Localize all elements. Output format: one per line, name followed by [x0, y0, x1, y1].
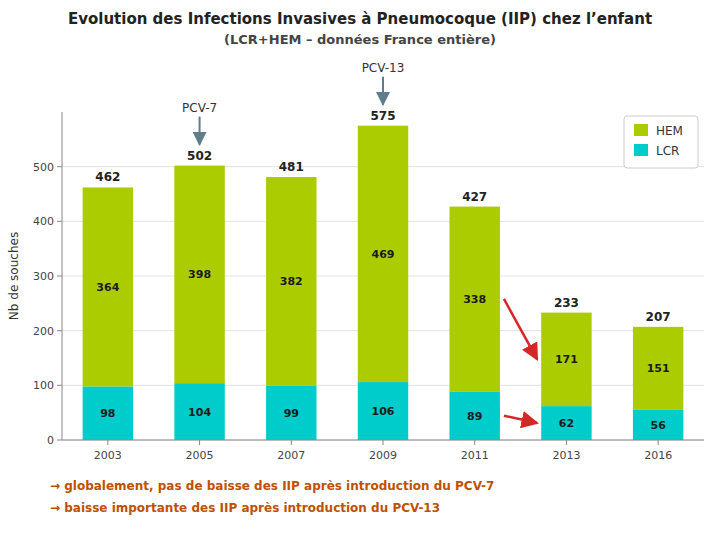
- bar-segment: [174, 166, 224, 384]
- y-axis: 0 100 200 300 400 500 Nb de souches: [7, 112, 62, 447]
- bar-segment: [633, 327, 683, 410]
- decline-arrow: [504, 416, 537, 423]
- x-tick: [383, 440, 384, 445]
- y-tick-label: 0: [47, 434, 54, 447]
- bar-segment: [541, 313, 591, 406]
- y-tick-label: 500: [33, 161, 54, 174]
- y-tick-label: 200: [33, 325, 54, 338]
- bar-segment: [358, 126, 408, 382]
- y-tick: [57, 166, 62, 167]
- annotations: PCV-7 PCV-13: [182, 61, 404, 145]
- page: IIP chez l’enfant html, body { margin: 0…: [0, 0, 720, 540]
- chart-container: Evolution des Infections Invasives à Pne…: [0, 0, 720, 540]
- total-label: 427: [462, 190, 487, 204]
- bars: [83, 126, 684, 440]
- title: Evolution des Infections Invasives à Pne…: [68, 10, 652, 28]
- segment-label: 338: [463, 293, 486, 306]
- y-tick-label: 300: [33, 270, 54, 283]
- legend-box: [624, 116, 698, 168]
- y-tick: [57, 440, 62, 441]
- x-tick-label: 2016: [644, 449, 672, 462]
- legend-label: HEM: [656, 124, 683, 138]
- page-body: {"chart_data": { "type": "bar", "stacked…: [0, 0, 720, 540]
- x-tick: [658, 440, 659, 445]
- footnote: → baisse importante des IIP après introd…: [50, 501, 440, 515]
- total-label: 233: [554, 296, 579, 310]
- bar-segment: [541, 406, 591, 440]
- segment-label: 469: [372, 248, 395, 261]
- bar-segment: [83, 386, 133, 440]
- segment-label: 151: [647, 362, 670, 375]
- legend: HEM LCR: [624, 116, 698, 168]
- segment-label: 89: [467, 410, 482, 423]
- bar-segment: [449, 207, 499, 392]
- segment-label: 56: [650, 419, 666, 432]
- bar-segment: [266, 386, 316, 440]
- subtitle: (LCR+HEM – données France entière): [224, 32, 496, 47]
- legend-swatch: [634, 124, 648, 136]
- segment-label: 104: [188, 406, 211, 419]
- x-tick: [107, 440, 108, 445]
- total-label: 575: [370, 109, 395, 123]
- x-tick-label: 2007: [277, 449, 305, 462]
- x-tick-label: 2005: [186, 449, 214, 462]
- segment-label: 171: [555, 353, 578, 366]
- segment-label: 62: [559, 417, 574, 430]
- annotation-arrow: [382, 77, 384, 105]
- x-tick-label: 2009: [369, 449, 397, 462]
- x-tick: [474, 440, 475, 445]
- decline-arrow: [504, 299, 537, 359]
- x-tick: [566, 440, 567, 445]
- x-axis: 2003 2005 2007 2009 2011 2013 2016: [62, 440, 704, 462]
- annotation-label: PCV-7: [182, 101, 217, 115]
- bar-segment: [266, 177, 316, 386]
- y-axis-line: [62, 112, 63, 440]
- x-tick-label: 2003: [94, 449, 122, 462]
- legend-swatch: [634, 144, 648, 156]
- y-tick-label: 400: [33, 215, 54, 228]
- y-tick: [57, 221, 62, 222]
- bar-segment: [633, 409, 683, 440]
- total-label: 502: [187, 149, 212, 163]
- y-axis-label: Nb de souches: [7, 232, 21, 320]
- x-tick-label: 2013: [552, 449, 580, 462]
- x-tick: [291, 440, 292, 445]
- footnotes: → globalement, pas de baisse des IIP apr…: [50, 479, 494, 515]
- legend-label: LCR: [656, 144, 679, 158]
- decline-arrows: [504, 299, 537, 423]
- annotation-arrow: [199, 117, 201, 145]
- segment-label: 364: [96, 281, 119, 294]
- x-tick: [199, 440, 200, 445]
- total-label: 207: [646, 310, 671, 324]
- x-tick-label: 2011: [461, 449, 489, 462]
- y-tick-label: 100: [33, 379, 54, 392]
- y-tick: [57, 276, 62, 277]
- total-label: 481: [279, 160, 304, 174]
- segment-label: 106: [372, 405, 395, 418]
- segment-label: 99: [284, 407, 299, 420]
- bar-segment: [83, 187, 133, 386]
- chart-svg: Evolution des Infections Invasives à Pne…: [0, 0, 720, 540]
- segment-label: 382: [280, 275, 303, 288]
- annotation-label: PCV-13: [362, 61, 405, 75]
- bar-segment: [358, 382, 408, 440]
- data-labels: 98 104 99 106 89 62 56 364 398 382 469 338 171 151 462…: [95, 109, 670, 432]
- segment-label: 98: [100, 407, 115, 420]
- segment-label: 398: [188, 268, 211, 281]
- y-tick: [57, 385, 62, 386]
- bar-segment: [174, 383, 224, 440]
- total-label: 462: [95, 170, 120, 184]
- bar-segment: [449, 391, 499, 440]
- footnote: → globalement, pas de baisse des IIP apr…: [50, 479, 494, 493]
- y-tick: [57, 330, 62, 331]
